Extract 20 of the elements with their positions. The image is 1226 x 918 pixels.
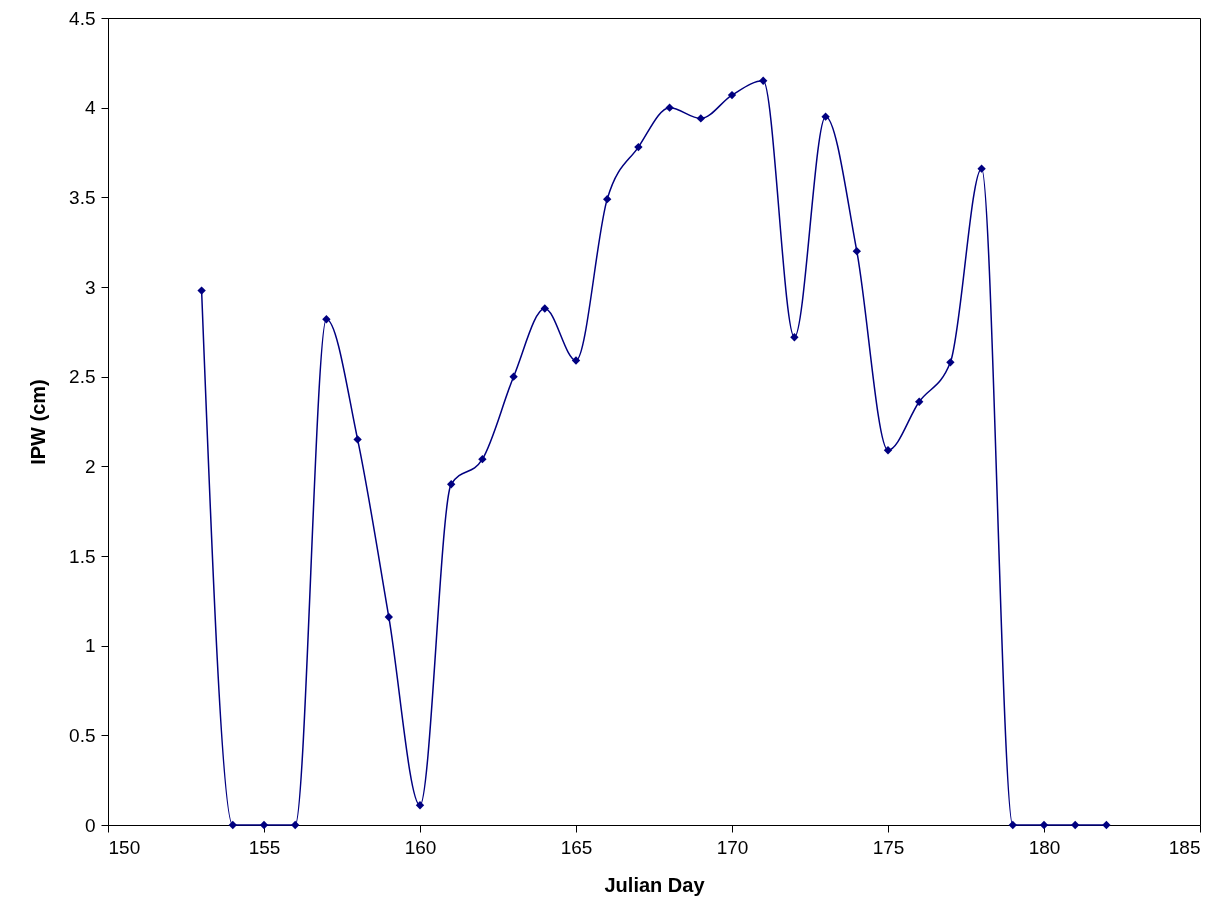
- y-tick-label: 2.5: [69, 366, 96, 388]
- y-tick-label: 4.5: [69, 7, 96, 29]
- x-tick-label: 165: [560, 836, 593, 858]
- x-tick-label: 160: [404, 836, 437, 858]
- x-tick-label: 155: [248, 836, 281, 858]
- y-tick-label: 3.5: [69, 186, 96, 208]
- x-tick-label: 170: [716, 836, 749, 858]
- y-tick-label: 0.5: [69, 724, 96, 746]
- x-tick-label: 185: [1168, 836, 1201, 858]
- y-tick-label: 3: [84, 276, 96, 298]
- x-tick-label: 180: [1028, 836, 1061, 858]
- x-tick-label: 175: [872, 836, 905, 858]
- y-tick-label: 0: [84, 814, 96, 836]
- x-tick-label: 150: [108, 836, 141, 858]
- y-axis-title: IPW (cm): [27, 379, 50, 465]
- x-axis-title: Julian Day: [604, 873, 706, 896]
- y-tick-label: 4: [84, 97, 96, 119]
- y-tick-label: 1.5: [69, 545, 96, 567]
- y-tick-label: 2: [84, 455, 96, 477]
- y-tick-label: 1: [84, 635, 96, 657]
